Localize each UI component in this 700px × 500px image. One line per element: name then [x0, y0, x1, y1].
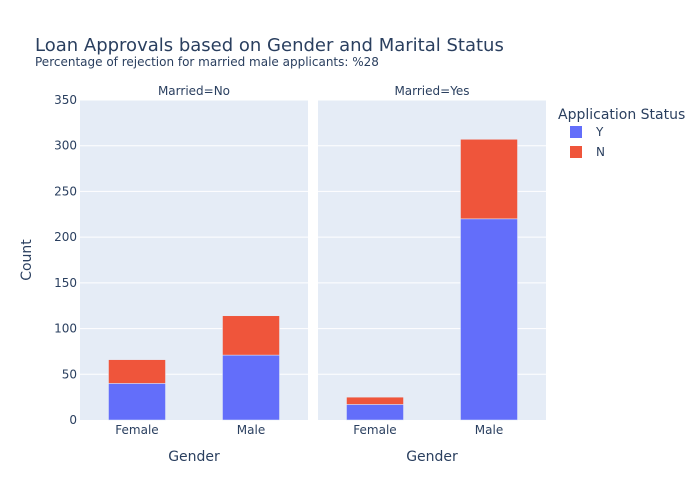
legend-swatch-n — [570, 146, 582, 158]
facet-married-no: Female Male Married=No Gender — [80, 84, 308, 465]
x-ticks-married-yes: Female Male — [353, 423, 503, 437]
y-ticks: 0 50 100 150 200 250 300 350 — [54, 93, 77, 427]
y-tick-label: 150 — [54, 276, 77, 290]
bar-male-y — [222, 354, 280, 421]
y-tick-label: 50 — [62, 367, 77, 381]
chart-subtitle: Percentage of rejection for married male… — [35, 55, 379, 69]
y-axis-title: Count — [19, 239, 35, 281]
bars-married-no — [108, 315, 280, 421]
legend-label-n: N — [596, 145, 605, 159]
y-tick-label: 100 — [54, 322, 77, 336]
bar-male-n — [460, 139, 518, 220]
legend-items: YN — [570, 125, 605, 159]
x-axis-title-married-yes: Gender — [406, 449, 458, 465]
chart-title: Loan Approvals based on Gender and Marit… — [35, 35, 504, 56]
bar-female-n — [346, 396, 404, 405]
bar-male-n — [222, 315, 280, 356]
x-tick-label: Male — [237, 423, 265, 437]
bar-male-y — [460, 218, 518, 421]
facet-title-married-no: Married=No — [158, 84, 230, 98]
bar-female-n — [108, 359, 166, 384]
x-axis-title-married-no: Gender — [168, 449, 220, 465]
y-tick-label: 350 — [54, 93, 77, 107]
legend-swatch-y — [570, 126, 582, 138]
x-tick-label: Female — [115, 423, 158, 437]
y-tick-label: 200 — [54, 230, 77, 244]
y-tick-label: 250 — [54, 184, 77, 198]
legend-title: Application Status — [558, 107, 685, 123]
x-tick-label: Male — [475, 423, 503, 437]
x-ticks-married-no: Female Male — [115, 423, 265, 437]
x-tick-label: Female — [353, 423, 396, 437]
facet-title-married-yes: Married=Yes — [394, 84, 469, 98]
legend-label-y: Y — [595, 125, 604, 139]
bar-female-y — [346, 404, 404, 421]
facet-married-yes: Female Male Married=Yes Gender — [318, 84, 546, 465]
y-tick-label: 0 — [69, 413, 77, 427]
y-tick-label: 300 — [54, 139, 77, 153]
bars-married-yes — [346, 139, 518, 421]
legend: Application Status YN — [558, 107, 685, 159]
bar-female-y — [108, 383, 166, 421]
